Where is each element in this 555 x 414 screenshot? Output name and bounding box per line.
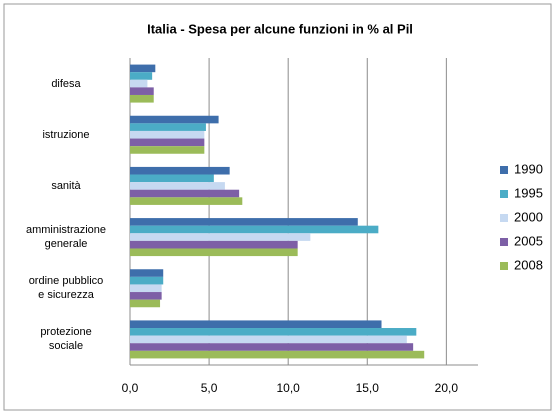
bar: [130, 299, 161, 308]
y-tick-label: istruzione: [42, 128, 90, 141]
y-tick-label: ordine pubblico e sicurezza: [28, 275, 104, 302]
bar: [130, 269, 164, 277]
y-tick-label: difesa: [51, 77, 81, 90]
legend-label: 2000: [514, 209, 543, 224]
bar: [130, 284, 162, 293]
bar: [130, 115, 219, 124]
x-tick-label: 10,0: [277, 381, 301, 395]
x-tick-label: 20,0: [435, 381, 459, 395]
bar: [130, 166, 230, 175]
bar: [130, 182, 225, 190]
bar: [130, 87, 154, 95]
bar: [130, 189, 240, 198]
bar: [130, 64, 156, 73]
x-tick-label: 0,0: [122, 381, 139, 395]
bar: [130, 197, 243, 205]
bar: [130, 350, 425, 359]
x-tick-label: 5,0: [201, 381, 218, 395]
bar: [130, 343, 414, 351]
bar: [130, 225, 379, 234]
bar: [130, 146, 205, 154]
bar: [130, 328, 417, 336]
bar: [130, 233, 311, 241]
bar: [130, 292, 162, 300]
bar: [130, 174, 214, 183]
y-tick-label: protezione sociale: [40, 326, 92, 353]
legend-label: 2008: [514, 257, 543, 272]
legend-swatch: [500, 214, 508, 222]
legend-swatch: [500, 166, 508, 174]
legend-label: 2005: [514, 233, 543, 248]
bar: [130, 320, 382, 329]
legend-label: 1990: [514, 161, 543, 176]
bar: [130, 79, 148, 88]
bar: [130, 248, 298, 257]
chart-title: Italia - Spesa per alcune funzioni in % …: [147, 21, 413, 36]
y-tick-label: amministrazione generale: [25, 224, 107, 251]
bar: [130, 94, 154, 103]
y-tick-label: sanità: [51, 179, 81, 192]
bar: [130, 240, 298, 249]
bar: [130, 218, 358, 226]
x-tick-label: 15,0: [356, 381, 380, 395]
bar: [130, 138, 205, 147]
bar: [130, 72, 153, 80]
bar: [130, 123, 206, 131]
legend-swatch: [500, 262, 508, 270]
legend-swatch: [500, 238, 508, 246]
bar: [130, 276, 164, 285]
legend-label: 1995: [514, 185, 543, 200]
bar: [130, 130, 205, 139]
bar: [130, 335, 407, 344]
legend-swatch: [500, 190, 508, 198]
